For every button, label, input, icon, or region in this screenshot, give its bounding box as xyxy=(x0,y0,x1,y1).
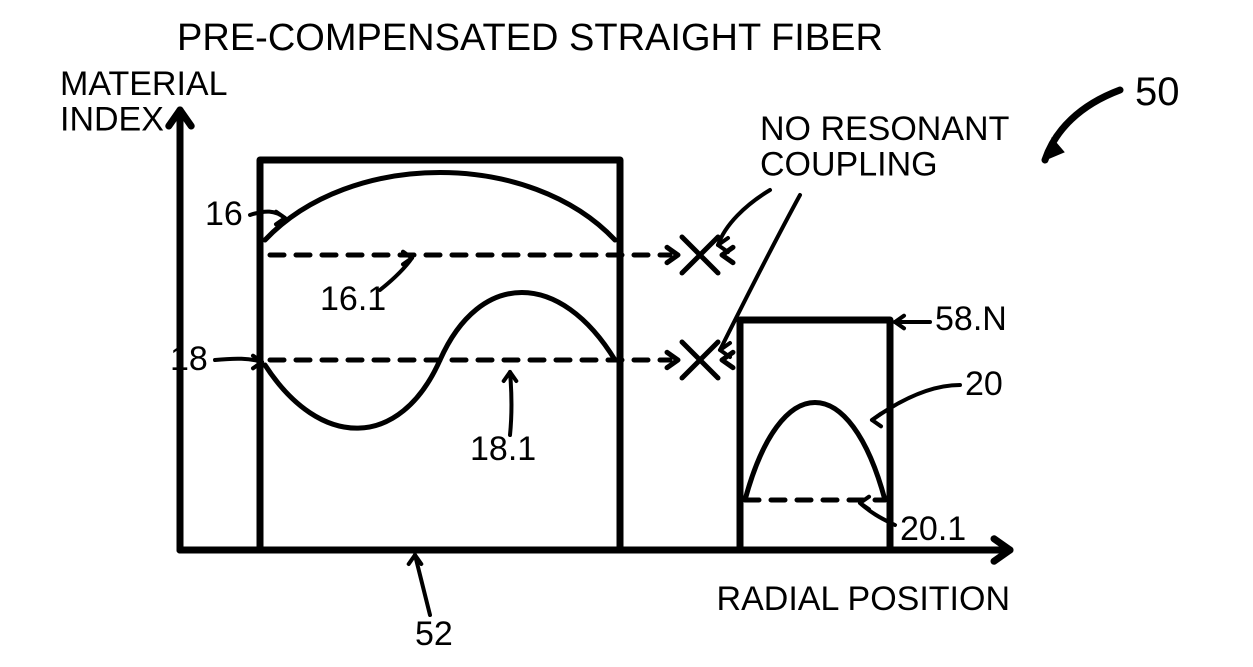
leader-to-x2 xyxy=(720,195,800,350)
diagram-title: PRE-COMPENSATED STRAIGHT FIBER xyxy=(177,17,883,59)
label-20: 20 xyxy=(965,365,1003,403)
label-52: 52 xyxy=(415,615,453,653)
label-18-1: 18.1 xyxy=(470,430,536,468)
figure-ref-label: 50 xyxy=(1135,70,1180,114)
no-resonant-coupling-label: NO RESONANTCOUPLING xyxy=(760,110,1009,184)
diagram-stroke xyxy=(872,414,881,427)
mode20-curve xyxy=(745,403,885,501)
label-16-1: 16.1 xyxy=(320,280,386,318)
label-18: 18 xyxy=(170,340,208,378)
label-58N: 58.N xyxy=(935,300,1007,338)
diagram-stroke xyxy=(872,385,960,420)
leader-to-x1 xyxy=(718,190,770,245)
label-20-1: 20.1 xyxy=(900,510,966,548)
y-axis-label: MATERIALINDEX xyxy=(60,65,228,139)
diagram-stroke xyxy=(510,372,512,435)
label-16: 16 xyxy=(205,195,243,233)
mode16-curve xyxy=(265,173,615,241)
core-index-profile xyxy=(180,160,620,550)
x-axis-label: RADIAL POSITION xyxy=(717,580,1010,618)
